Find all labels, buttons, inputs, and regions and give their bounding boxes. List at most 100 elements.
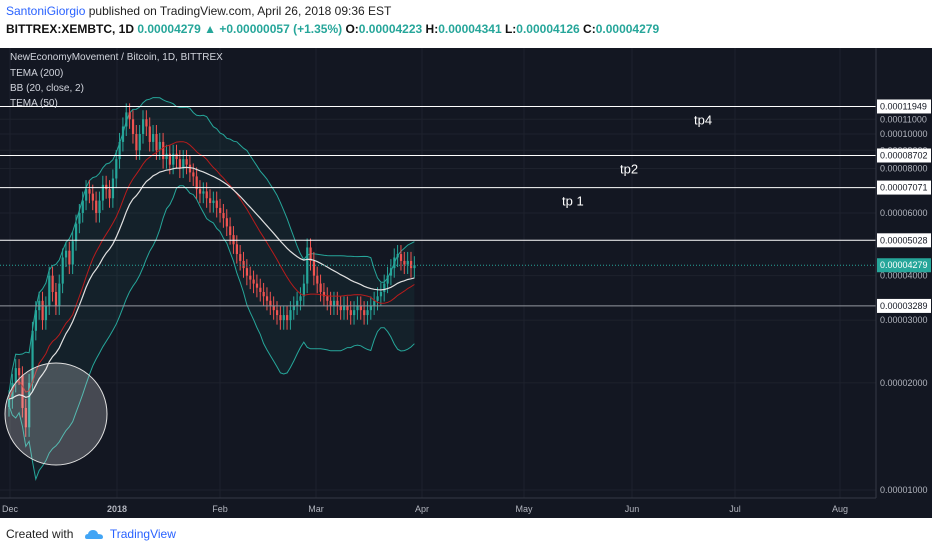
candle[interactable] — [373, 300, 376, 306]
candle[interactable] — [185, 159, 188, 165]
candle[interactable] — [108, 189, 111, 199]
candle[interactable] — [98, 200, 101, 213]
candle[interactable] — [198, 189, 202, 194]
candle[interactable] — [209, 198, 212, 203]
candle[interactable] — [51, 275, 54, 292]
candle[interactable] — [319, 283, 322, 292]
candle[interactable] — [393, 257, 396, 269]
candle[interactable] — [34, 310, 37, 331]
candle[interactable] — [259, 287, 262, 292]
candle[interactable] — [292, 305, 295, 311]
candle[interactable] — [158, 141, 161, 151]
candle[interactable] — [232, 235, 235, 245]
candle[interactable] — [28, 382, 31, 428]
candle[interactable] — [175, 153, 178, 160]
candle[interactable] — [366, 310, 369, 316]
candle[interactable] — [111, 178, 115, 199]
candle[interactable] — [128, 112, 131, 120]
candle[interactable] — [145, 119, 148, 127]
candle[interactable] — [78, 212, 81, 224]
candle[interactable] — [410, 260, 413, 269]
candle[interactable] — [299, 296, 302, 301]
candle[interactable] — [332, 300, 336, 306]
candle[interactable] — [61, 257, 64, 284]
candle[interactable] — [322, 291, 326, 297]
candle[interactable] — [58, 283, 61, 306]
candle[interactable] — [64, 250, 68, 258]
candle[interactable] — [88, 189, 91, 194]
candle[interactable] — [349, 310, 352, 316]
candle[interactable] — [383, 283, 386, 292]
candle[interactable] — [219, 207, 222, 213]
candle[interactable] — [403, 260, 406, 265]
candle[interactable] — [369, 305, 372, 311]
candle[interactable] — [406, 260, 409, 265]
candle[interactable] — [399, 254, 403, 261]
candle[interactable] — [195, 176, 198, 190]
candle[interactable] — [212, 200, 215, 203]
candle[interactable] — [105, 184, 108, 190]
candle[interactable] — [289, 310, 292, 321]
candle[interactable] — [85, 189, 88, 201]
candle[interactable] — [168, 153, 171, 165]
candle[interactable] — [155, 134, 158, 151]
candle[interactable] — [81, 200, 84, 213]
candle[interactable] — [125, 112, 128, 127]
candle[interactable] — [41, 300, 44, 321]
candle[interactable] — [54, 291, 58, 306]
candle[interactable] — [71, 241, 74, 265]
candle[interactable] — [255, 283, 259, 288]
candle[interactable] — [165, 153, 168, 160]
candle[interactable] — [95, 200, 98, 213]
candle[interactable] — [118, 141, 121, 160]
candle[interactable] — [413, 265, 416, 269]
candle[interactable] — [242, 260, 245, 269]
candle[interactable] — [339, 305, 342, 311]
candle[interactable] — [68, 250, 71, 265]
candle[interactable] — [148, 126, 151, 142]
candle[interactable] — [379, 291, 383, 297]
candle[interactable] — [225, 218, 228, 227]
candle[interactable] — [286, 315, 289, 321]
candle[interactable] — [24, 407, 27, 428]
candle[interactable] — [336, 300, 339, 306]
candle[interactable] — [269, 300, 272, 306]
candle[interactable] — [252, 279, 255, 284]
candle[interactable] — [296, 300, 299, 306]
time-axis[interactable] — [0, 498, 876, 518]
candle[interactable] — [182, 159, 185, 169]
candle[interactable] — [326, 296, 329, 301]
candle[interactable] — [135, 134, 138, 151]
candle[interactable] — [262, 291, 265, 297]
candle[interactable] — [239, 254, 242, 261]
indicator-bb[interactable]: BB (20, close, 2) — [10, 83, 84, 94]
candle[interactable] — [44, 305, 48, 321]
candle[interactable] — [229, 226, 232, 236]
candle[interactable] — [121, 126, 125, 142]
candle[interactable] — [31, 330, 34, 383]
indicator-tema200[interactable]: TEMA (200) — [10, 68, 63, 79]
candle[interactable] — [356, 305, 359, 311]
price-axis[interactable] — [876, 48, 932, 518]
candle[interactable] — [312, 260, 316, 276]
candle[interactable] — [245, 268, 249, 276]
candle[interactable] — [48, 275, 51, 306]
candle[interactable] — [386, 275, 389, 284]
candle[interactable] — [276, 310, 279, 316]
candle[interactable] — [376, 296, 379, 301]
candle[interactable] — [18, 368, 21, 376]
candle[interactable] — [188, 164, 192, 173]
candle[interactable] — [309, 247, 312, 261]
candle[interactable] — [162, 141, 165, 160]
candle[interactable] — [205, 191, 208, 199]
candle[interactable] — [302, 283, 305, 297]
candle[interactable] — [249, 275, 252, 280]
candle[interactable] — [178, 159, 182, 169]
candle[interactable] — [138, 134, 141, 151]
candle[interactable] — [306, 247, 309, 284]
candle[interactable] — [279, 315, 282, 321]
candle[interactable] — [316, 275, 319, 284]
candle[interactable] — [215, 200, 218, 208]
